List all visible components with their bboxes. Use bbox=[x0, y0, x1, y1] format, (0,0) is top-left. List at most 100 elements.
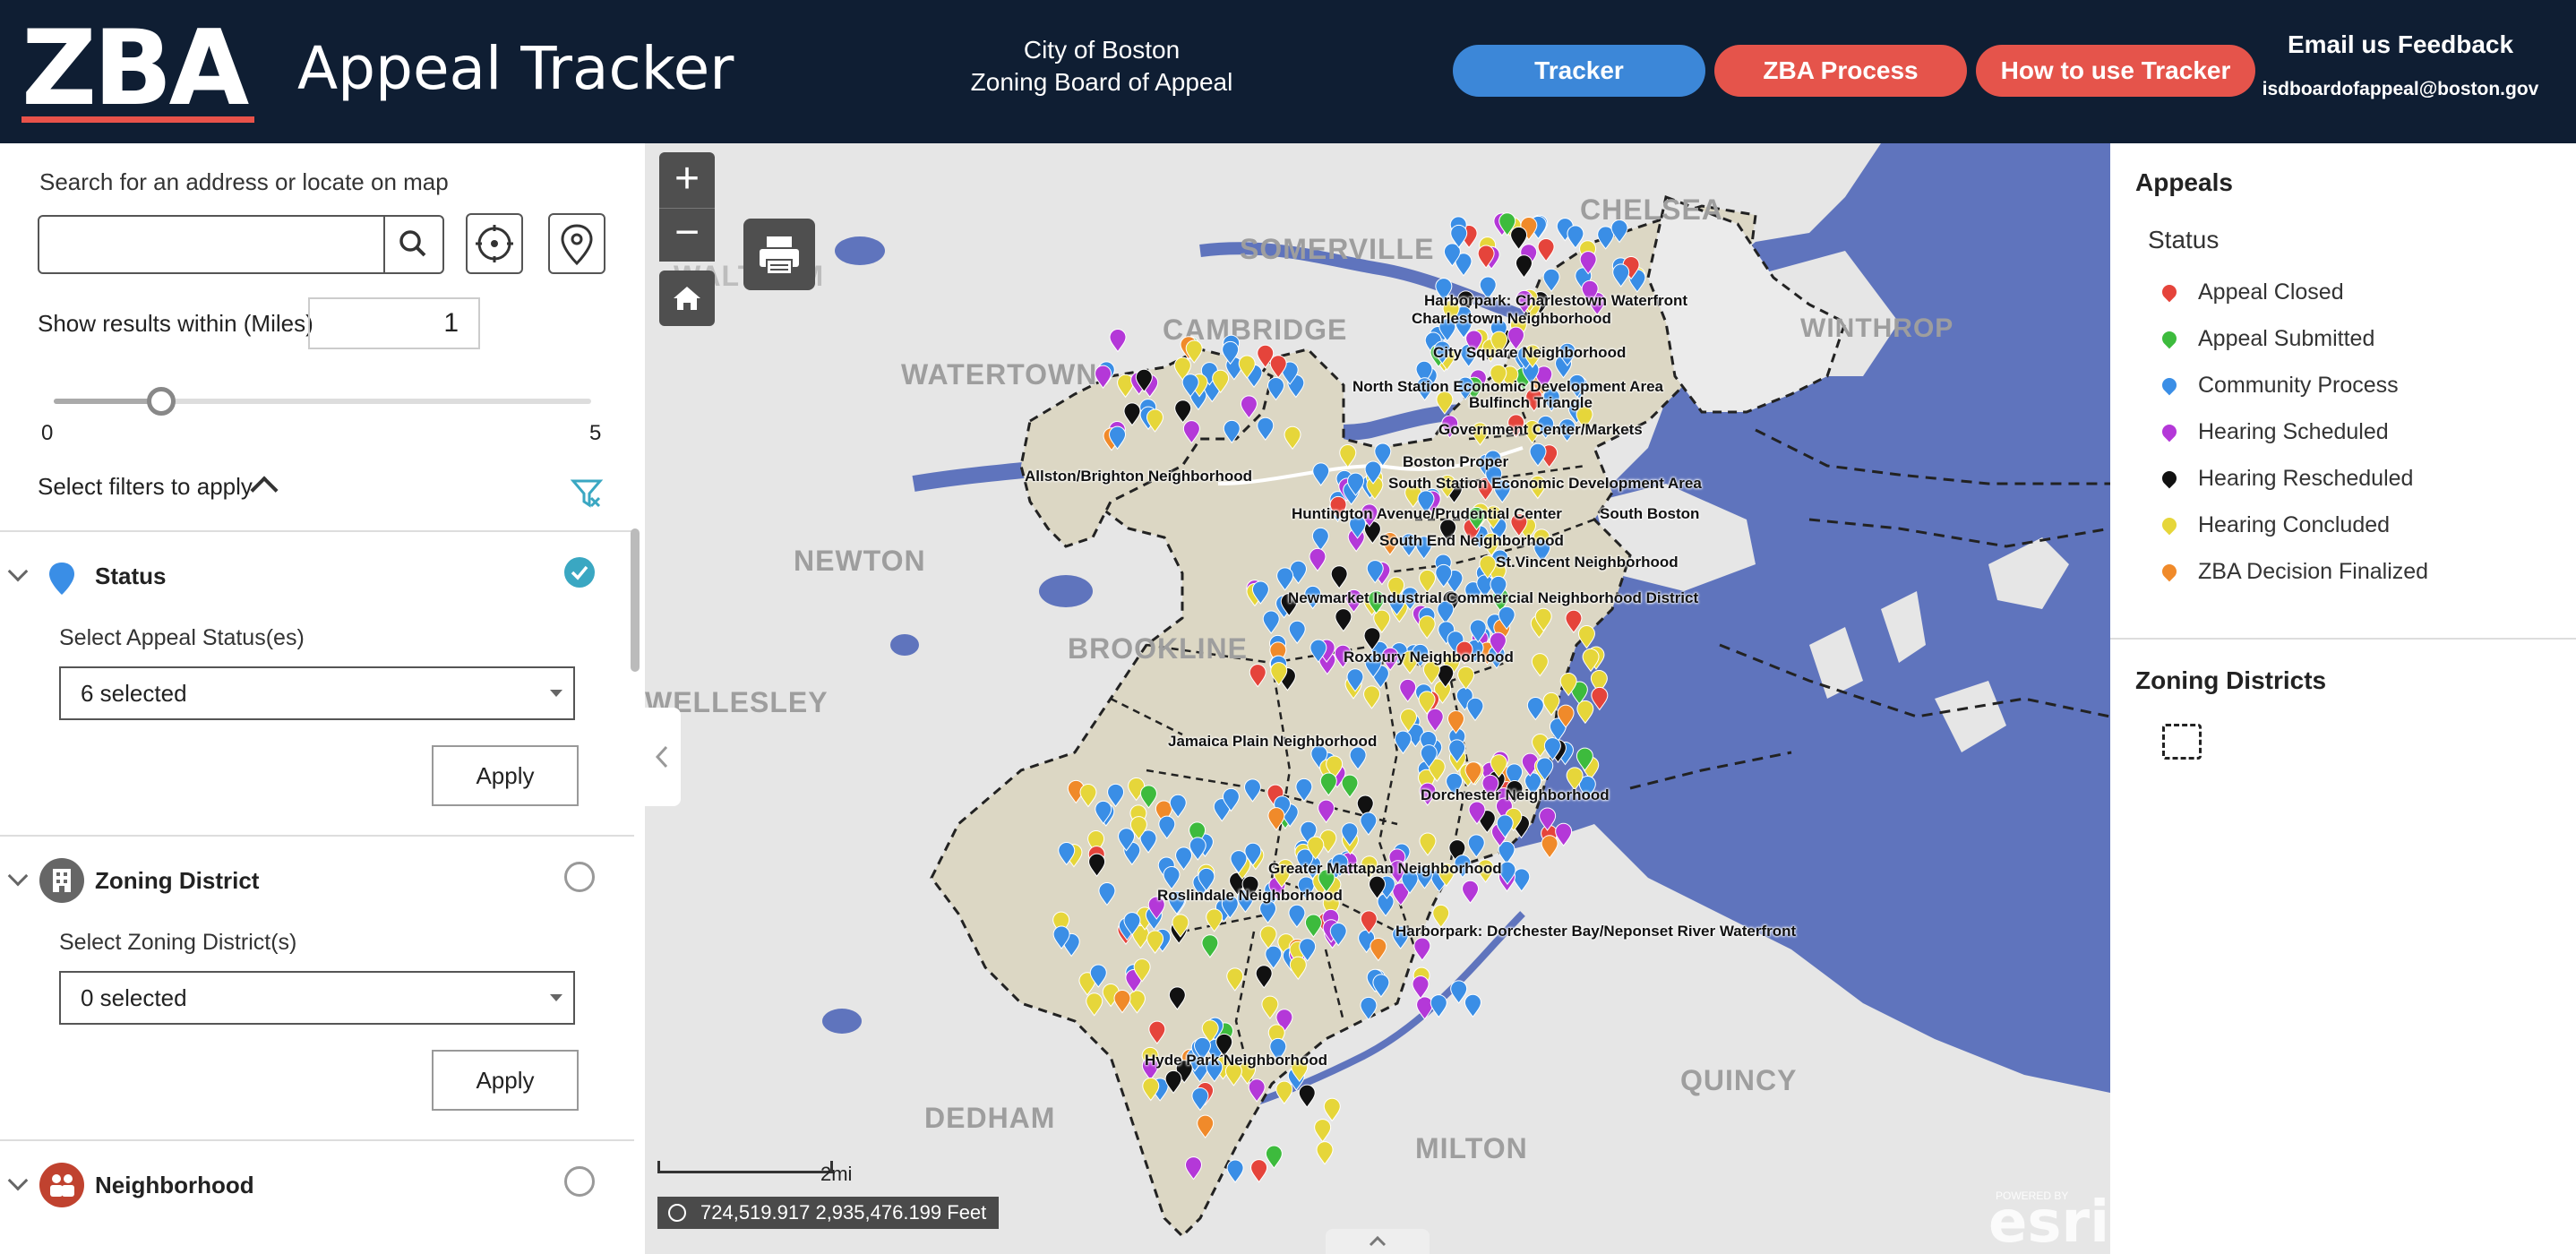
appeal-pin[interactable] bbox=[1360, 812, 1378, 836]
appeal-pin[interactable] bbox=[1467, 834, 1485, 858]
appeal-pin[interactable] bbox=[1273, 863, 1291, 889]
section-title-status[interactable]: Status bbox=[95, 563, 167, 589]
appeal-pin[interactable] bbox=[1198, 867, 1215, 892]
appeal-pin[interactable] bbox=[1251, 580, 1269, 605]
appeal-pin[interactable] bbox=[1349, 746, 1367, 770]
appeal-pin[interactable] bbox=[1363, 685, 1381, 709]
appeal-pin[interactable] bbox=[1364, 654, 1382, 678]
feedback-title[interactable]: Email us Feedback bbox=[2287, 30, 2514, 58]
appeal-pin[interactable] bbox=[1329, 923, 1347, 947]
appeal-pin[interactable] bbox=[1168, 986, 1186, 1010]
appeal-pin[interactable] bbox=[1113, 990, 1131, 1014]
appeal-pin[interactable] bbox=[1535, 365, 1553, 390]
appeal-pin[interactable] bbox=[1288, 904, 1306, 929]
appeal-pin[interactable] bbox=[1555, 822, 1573, 847]
appeal-pin[interactable] bbox=[1576, 406, 1593, 430]
appeal-pin[interactable] bbox=[1197, 1114, 1215, 1138]
appeal-pin[interactable] bbox=[1484, 505, 1502, 529]
appeal-pin[interactable] bbox=[1146, 408, 1163, 433]
appeal-pin[interactable] bbox=[1426, 708, 1444, 733]
status-apply-button[interactable]: Apply bbox=[432, 745, 579, 806]
appeal-pin[interactable] bbox=[1446, 772, 1464, 797]
appeal-pin[interactable] bbox=[1267, 807, 1285, 831]
appeal-pin[interactable] bbox=[1435, 278, 1453, 302]
appeal-pin[interactable] bbox=[1400, 709, 1418, 733]
appeal-pin[interactable] bbox=[1304, 914, 1322, 938]
appeal-pin[interactable] bbox=[1304, 585, 1322, 610]
appeal-pin[interactable] bbox=[1498, 212, 1516, 236]
select-location-button[interactable] bbox=[548, 213, 605, 274]
appeal-pin[interactable] bbox=[1215, 1033, 1233, 1058]
appeal-pin[interactable] bbox=[1368, 590, 1386, 614]
appeal-pin[interactable] bbox=[1543, 737, 1561, 761]
appeal-pin[interactable] bbox=[1185, 339, 1203, 364]
zoning-select[interactable]: 0 selected bbox=[59, 971, 575, 1025]
status-select[interactable]: 6 selected bbox=[59, 666, 575, 720]
appeal-pin[interactable] bbox=[1570, 681, 1588, 705]
appeal-pin[interactable] bbox=[1341, 822, 1359, 846]
appeal-pin[interactable] bbox=[1482, 532, 1500, 557]
appeal-pin[interactable] bbox=[1269, 355, 1287, 379]
appeal-pin[interactable] bbox=[1456, 376, 1474, 400]
appeal-pin[interactable] bbox=[1146, 930, 1164, 954]
appeal-pin[interactable] bbox=[1455, 253, 1473, 277]
appeal-pin[interactable] bbox=[1582, 648, 1600, 673]
appeal-pin[interactable] bbox=[1312, 462, 1330, 486]
radius-slider-track[interactable] bbox=[54, 399, 591, 404]
appeal-pin[interactable] bbox=[1295, 777, 1313, 803]
appeal-pin[interactable] bbox=[1533, 538, 1551, 563]
appeal-pin[interactable] bbox=[1525, 388, 1543, 412]
chevron-down-icon[interactable] bbox=[7, 1170, 29, 1191]
esri-logo[interactable]: esri bbox=[1988, 1190, 2109, 1254]
appeal-pin[interactable] bbox=[1212, 369, 1230, 394]
appeal-pin[interactable] bbox=[1364, 460, 1382, 485]
map-view[interactable]: SOMERVILLE CHELSEA CAMBRIDGE WINTHROP WA… bbox=[645, 143, 2110, 1254]
appeal-pin[interactable] bbox=[1363, 627, 1381, 651]
appeal-pin[interactable] bbox=[1129, 816, 1147, 840]
appeal-pin[interactable] bbox=[1417, 490, 1435, 514]
appeal-pin[interactable] bbox=[1438, 863, 1455, 887]
appeal-pin[interactable] bbox=[1542, 691, 1560, 717]
appeal-pin[interactable] bbox=[1524, 772, 1542, 796]
appeal-pin[interactable] bbox=[1464, 993, 1481, 1018]
zoning-radio[interactable] bbox=[564, 862, 595, 892]
neighborhood-radio[interactable] bbox=[564, 1166, 595, 1197]
appeal-pin[interactable] bbox=[1477, 859, 1495, 883]
appeal-pin[interactable] bbox=[1344, 588, 1362, 614]
appeal-pin[interactable] bbox=[1576, 700, 1594, 725]
collapse-panel-button[interactable] bbox=[645, 708, 681, 806]
appeal-pin[interactable] bbox=[1174, 399, 1192, 424]
appeal-pin[interactable] bbox=[1591, 686, 1609, 711]
appeal-pin[interactable] bbox=[1612, 263, 1630, 288]
appeal-pin[interactable] bbox=[1510, 226, 1528, 251]
appeal-pin[interactable] bbox=[1095, 800, 1112, 825]
appeal-pin[interactable] bbox=[1557, 704, 1575, 728]
appeal-pin[interactable] bbox=[1455, 314, 1473, 339]
appeal-pin[interactable] bbox=[1297, 876, 1315, 900]
appeal-pin[interactable] bbox=[1374, 442, 1392, 467]
appeal-pin[interactable] bbox=[1123, 912, 1141, 936]
appeal-pin[interactable] bbox=[1335, 608, 1352, 632]
appeal-pin[interactable] bbox=[1307, 836, 1325, 860]
appeal-pin[interactable] bbox=[1109, 329, 1127, 353]
appeal-pin[interactable] bbox=[1243, 778, 1261, 803]
appeal-pin[interactable] bbox=[1412, 975, 1430, 1000]
appeal-pin[interactable] bbox=[1164, 1069, 1182, 1095]
appeal-pin[interactable] bbox=[1142, 1077, 1160, 1102]
print-button[interactable] bbox=[743, 219, 815, 290]
appeal-pin[interactable] bbox=[1489, 631, 1507, 656]
appeal-pin[interactable] bbox=[1349, 515, 1367, 539]
appeal-pin[interactable] bbox=[1438, 318, 1456, 342]
appeal-pin[interactable] bbox=[1419, 569, 1437, 594]
appeal-pin[interactable] bbox=[1507, 414, 1525, 438]
appeal-pin[interactable] bbox=[1439, 519, 1457, 543]
appeal-pin[interactable] bbox=[1468, 801, 1486, 825]
appeal-pin[interactable] bbox=[1185, 1156, 1203, 1181]
appeal-pin[interactable] bbox=[1052, 925, 1070, 949]
appeal-pin[interactable] bbox=[1419, 832, 1437, 856]
appeal-pin[interactable] bbox=[1513, 868, 1531, 892]
appeal-pin[interactable] bbox=[1139, 785, 1157, 809]
appeal-pin[interactable] bbox=[1418, 691, 1436, 715]
appeal-pin[interactable] bbox=[1537, 237, 1555, 262]
appeal-pin[interactable] bbox=[1158, 815, 1176, 840]
